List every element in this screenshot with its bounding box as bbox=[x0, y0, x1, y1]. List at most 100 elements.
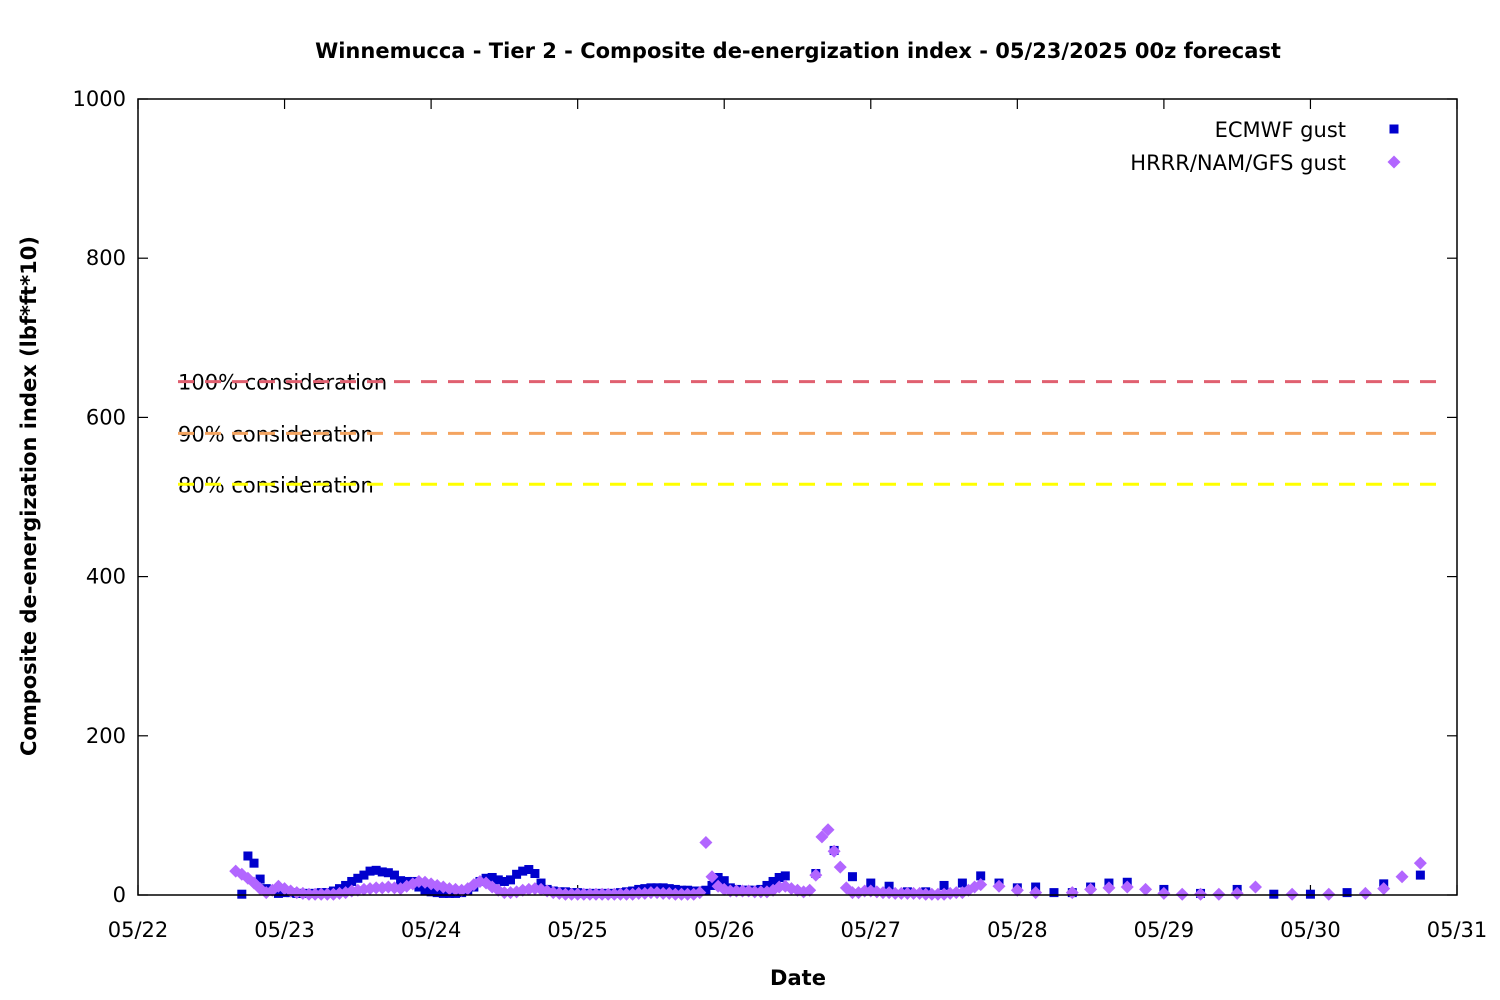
data-point bbox=[353, 873, 363, 883]
y-tick-label: 800 bbox=[86, 246, 126, 270]
data-point bbox=[273, 888, 283, 898]
series-hrrr-nam-gfs bbox=[229, 823, 1427, 901]
data-point bbox=[821, 823, 835, 837]
plot-frame bbox=[137, 98, 1458, 896]
x-tick-label: 05/25 bbox=[547, 918, 608, 942]
x-tick-label: 05/28 bbox=[987, 918, 1048, 942]
data-point bbox=[1285, 887, 1299, 901]
legend-marker bbox=[1387, 155, 1401, 169]
x-axis: 05/22 05/23 05/24 05/25 05/26 05/27 05/28 05/29… bbox=[108, 99, 1488, 942]
data-point bbox=[1212, 887, 1226, 901]
data-point bbox=[713, 872, 723, 882]
data-point bbox=[1120, 880, 1134, 894]
data-point bbox=[693, 886, 707, 900]
data-point bbox=[1305, 889, 1315, 899]
data-point bbox=[774, 872, 784, 882]
data-point bbox=[705, 870, 719, 884]
data-point bbox=[505, 875, 515, 885]
data-point bbox=[1029, 886, 1043, 900]
x-tick-label: 05/26 bbox=[694, 918, 755, 942]
data-point bbox=[1049, 888, 1059, 898]
data-point bbox=[809, 868, 823, 882]
legend-label: HRRR/NAM/GFS gust bbox=[1130, 151, 1346, 175]
data-point bbox=[487, 872, 497, 882]
data-point bbox=[1175, 887, 1189, 901]
data-point bbox=[815, 830, 829, 844]
x-tick-label: 05/29 bbox=[1134, 918, 1195, 942]
data-point bbox=[827, 844, 841, 858]
data-point bbox=[1342, 888, 1352, 898]
chart-title: Winnemucca - Tier 2 - Composite de-energ… bbox=[315, 39, 1281, 63]
data-point bbox=[1395, 870, 1409, 884]
data-point bbox=[389, 870, 399, 880]
data-point bbox=[701, 885, 711, 895]
x-tick-label: 05/27 bbox=[841, 918, 902, 942]
data-point bbox=[780, 871, 790, 881]
data-point bbox=[707, 880, 717, 890]
data-point bbox=[803, 883, 817, 897]
data-point bbox=[359, 870, 369, 880]
data-point bbox=[719, 876, 729, 886]
data-point bbox=[833, 860, 847, 874]
data-point bbox=[939, 880, 949, 890]
data-point bbox=[512, 869, 522, 879]
data-point bbox=[383, 868, 393, 878]
x-tick-label: 05/30 bbox=[1280, 918, 1341, 942]
data-point bbox=[396, 876, 406, 886]
data-point bbox=[420, 886, 430, 896]
x-tick-label: 05/24 bbox=[401, 918, 462, 942]
data-point bbox=[365, 866, 375, 876]
data-point bbox=[1194, 887, 1208, 901]
data-point bbox=[1377, 882, 1391, 896]
data-point bbox=[1230, 886, 1244, 900]
data-point bbox=[847, 872, 857, 882]
data-point bbox=[493, 875, 503, 885]
data-point bbox=[1010, 883, 1024, 897]
y-tick-label: 400 bbox=[86, 565, 126, 589]
x-tick-label: 05/22 bbox=[108, 918, 169, 942]
data-point bbox=[1269, 889, 1279, 899]
legend-marker bbox=[1389, 124, 1399, 134]
legend-label: ECMWF gust bbox=[1215, 118, 1346, 142]
data-point bbox=[243, 851, 253, 861]
data-point bbox=[976, 871, 986, 881]
data-point bbox=[377, 867, 387, 877]
data-point bbox=[1358, 886, 1372, 900]
data-point bbox=[974, 878, 988, 892]
data-point bbox=[1157, 886, 1171, 900]
data-point bbox=[1248, 880, 1262, 894]
x-axis-label: Date bbox=[770, 966, 826, 990]
y-axis: 0 200 400 600 800 1000 bbox=[73, 87, 1457, 907]
data-point bbox=[347, 876, 357, 886]
data-point bbox=[699, 835, 713, 849]
data-point bbox=[1065, 886, 1079, 900]
y-tick-label: 200 bbox=[86, 724, 126, 748]
data-point bbox=[524, 865, 534, 875]
data-point bbox=[1415, 870, 1425, 880]
y-axis-label: Composite de-energization index (lbf*ft*… bbox=[17, 236, 41, 756]
data-point bbox=[1413, 856, 1427, 870]
data-point bbox=[1322, 887, 1336, 901]
x-tick-label: 05/31 bbox=[1427, 918, 1488, 942]
legend: ECMWF gust HRRR/NAM/GFS gust bbox=[1130, 118, 1401, 175]
data-point bbox=[866, 878, 876, 888]
x-tick-label: 05/23 bbox=[254, 918, 315, 942]
data-point bbox=[255, 874, 265, 884]
data-point bbox=[1084, 882, 1098, 896]
data-point bbox=[957, 878, 967, 888]
y-tick-label: 600 bbox=[86, 405, 126, 429]
data-point bbox=[1102, 881, 1116, 895]
data-point bbox=[249, 858, 259, 868]
data-point bbox=[247, 876, 261, 890]
data-point bbox=[432, 888, 442, 898]
y-tick-label: 1000 bbox=[73, 87, 126, 111]
data-point bbox=[499, 876, 509, 886]
data-point bbox=[341, 880, 351, 890]
data-point bbox=[237, 889, 247, 899]
data-point bbox=[426, 887, 436, 897]
data-point bbox=[1139, 882, 1153, 896]
data-point bbox=[992, 879, 1006, 893]
data-point bbox=[371, 865, 381, 875]
y-tick-label: 0 bbox=[113, 883, 126, 907]
